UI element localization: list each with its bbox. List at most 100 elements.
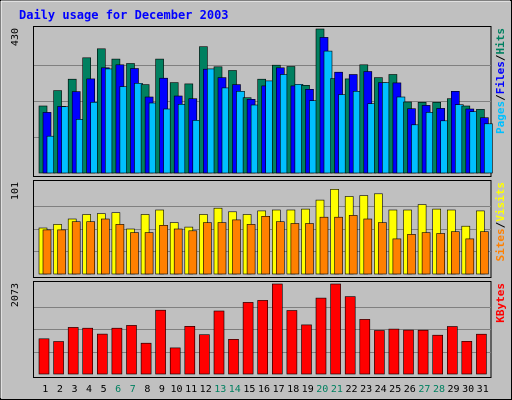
kbytes-legend-part: KBytes xyxy=(494,283,507,323)
day-label-14: 14 xyxy=(229,384,241,395)
day-label-6: 6 xyxy=(115,384,121,395)
visits-bar-sites-day-17 xyxy=(275,221,285,275)
visits-bar-sites-day-2 xyxy=(57,229,66,275)
kbytes-bar-kbytes-day-29 xyxy=(446,326,458,375)
visits-bar-sites-day-13 xyxy=(217,222,227,275)
visits-bar-sites-day-28 xyxy=(436,233,446,275)
day-label-2: 2 xyxy=(57,384,63,395)
kbytes-bar-kbytes-day-31 xyxy=(476,333,487,375)
visits-bar-sites-day-24 xyxy=(378,222,387,275)
visits-bar-sites-day-8 xyxy=(144,232,154,275)
visits-bar-sites-day-23 xyxy=(363,218,373,275)
visits-bar-sites-day-10 xyxy=(173,228,183,275)
visits-ymax-label: 101 xyxy=(10,182,21,200)
visits-bar-sites-day-9 xyxy=(159,225,168,275)
kbytes-bar-kbytes-day-11 xyxy=(184,325,196,375)
visits-bar-sites-day-11 xyxy=(188,230,198,275)
kbytes-bar-kbytes-day-3 xyxy=(67,327,79,375)
kbytes-legend-label: KBytes xyxy=(494,283,507,323)
day-label-5: 5 xyxy=(101,384,107,395)
visits-bar-sites-day-19 xyxy=(305,223,314,275)
day-label-18: 18 xyxy=(287,384,299,395)
kbytes-bar-kbytes-day-30 xyxy=(461,340,473,375)
kbytes-bar-kbytes-day-7 xyxy=(126,325,137,375)
kbytes-bar-kbytes-day-12 xyxy=(199,334,210,375)
day-label-7: 7 xyxy=(130,384,136,395)
kbytes-ymax-label: 2073 xyxy=(10,283,21,307)
hits-legend-part: / xyxy=(494,54,507,61)
day-label-27: 27 xyxy=(418,384,430,395)
visits-legend-part: / xyxy=(494,221,507,228)
chart-title: Daily usage for December 2003 xyxy=(19,8,229,22)
day-label-22: 22 xyxy=(345,384,357,395)
hits-bar-pages-day-31 xyxy=(484,123,493,174)
kbytes-bar-kbytes-day-10 xyxy=(169,347,181,375)
visits-bar-sites-day-31 xyxy=(480,231,489,275)
hits-legend-part: Pages xyxy=(494,101,507,134)
kbytes-bar-kbytes-day-23 xyxy=(359,319,371,375)
visits-bar-sites-day-7 xyxy=(130,232,139,275)
day-label-26: 26 xyxy=(404,384,416,395)
kbytes-bar-kbytes-day-13 xyxy=(213,310,225,375)
day-label-25: 25 xyxy=(389,384,401,395)
day-label-29: 29 xyxy=(447,384,459,395)
day-label-30: 30 xyxy=(462,384,474,395)
visits-bar-sites-day-30 xyxy=(465,238,475,275)
visits-bar-sites-day-1 xyxy=(42,229,52,275)
day-label-23: 23 xyxy=(360,384,372,395)
visits-legend-part: Sites xyxy=(494,228,507,261)
visits-bar-sites-day-14 xyxy=(232,219,241,275)
visits-bar-sites-day-21 xyxy=(334,216,343,275)
visits-bar-sites-day-29 xyxy=(450,231,460,275)
x-axis-day-labels: 1 2 3 4 5 6 7 8 9 10 11 12 13 14 15 16 17 18 19 20 21 22 23 24 2… xyxy=(42,384,488,395)
day-label-21: 21 xyxy=(331,384,343,395)
day-label-24: 24 xyxy=(375,384,387,395)
kbytes-bar-kbytes-day-17 xyxy=(271,283,283,375)
hits-ymax-label: 430 xyxy=(10,28,21,46)
visits-bar-sites-day-4 xyxy=(86,221,95,275)
day-label-17: 17 xyxy=(273,384,285,395)
day-label-3: 3 xyxy=(71,384,77,395)
kbytes-bar-kbytes-day-27 xyxy=(417,329,429,375)
visits-bar-sites-day-15 xyxy=(246,224,256,275)
kbytes-bar-kbytes-day-15 xyxy=(242,302,254,375)
kbytes-bar-kbytes-day-9 xyxy=(155,309,166,375)
day-label-16: 16 xyxy=(258,384,270,395)
kbytes-bar-kbytes-day-28 xyxy=(432,334,444,375)
day-label-19: 19 xyxy=(302,384,314,395)
visits-bar-sites-day-27 xyxy=(421,232,431,275)
visits-bar-sites-day-12 xyxy=(203,222,212,275)
kbytes-bar-kbytes-day-1 xyxy=(38,338,50,375)
day-label-4: 4 xyxy=(86,384,92,395)
kbytes-bar-kbytes-day-4 xyxy=(82,327,93,375)
day-label-10: 10 xyxy=(170,384,182,395)
visits-bar-sites-day-6 xyxy=(115,224,125,275)
day-label-12: 12 xyxy=(200,384,212,395)
day-label-8: 8 xyxy=(144,384,150,395)
day-label-15: 15 xyxy=(243,384,255,395)
visits-bar-sites-day-18 xyxy=(290,223,300,275)
visits-panel: 101 Sites/Visits xyxy=(10,180,507,278)
kbytes-bar-kbytes-day-2 xyxy=(53,341,64,375)
visits-bar-sites-day-26 xyxy=(407,234,416,275)
visits-bar-sites-day-5 xyxy=(101,218,110,275)
day-label-9: 9 xyxy=(159,384,165,395)
hits-legend-part: Files xyxy=(494,61,507,94)
visits-bar-sites-day-22 xyxy=(348,215,358,275)
kbytes-bar-kbytes-day-18 xyxy=(286,310,298,375)
kbytes-bar-kbytes-day-26 xyxy=(403,329,414,375)
kbytes-bar-kbytes-day-24 xyxy=(374,330,385,375)
kbytes-bar-kbytes-day-6 xyxy=(111,327,123,375)
kbytes-bar-kbytes-day-22 xyxy=(344,296,356,375)
kbytes-bar-kbytes-day-25 xyxy=(388,328,400,375)
hits-legend-part: / xyxy=(494,94,507,101)
visits-bar-sites-day-20 xyxy=(319,216,329,275)
kbytes-bar-kbytes-day-8 xyxy=(140,342,152,375)
hits-legend-part: Hits xyxy=(494,28,507,55)
kbytes-panel: 2073 KBytes xyxy=(10,281,507,378)
day-label-20: 20 xyxy=(316,384,328,395)
hits-legend-label: Pages/Files/Hits xyxy=(494,28,507,134)
day-label-31: 31 xyxy=(477,384,489,395)
